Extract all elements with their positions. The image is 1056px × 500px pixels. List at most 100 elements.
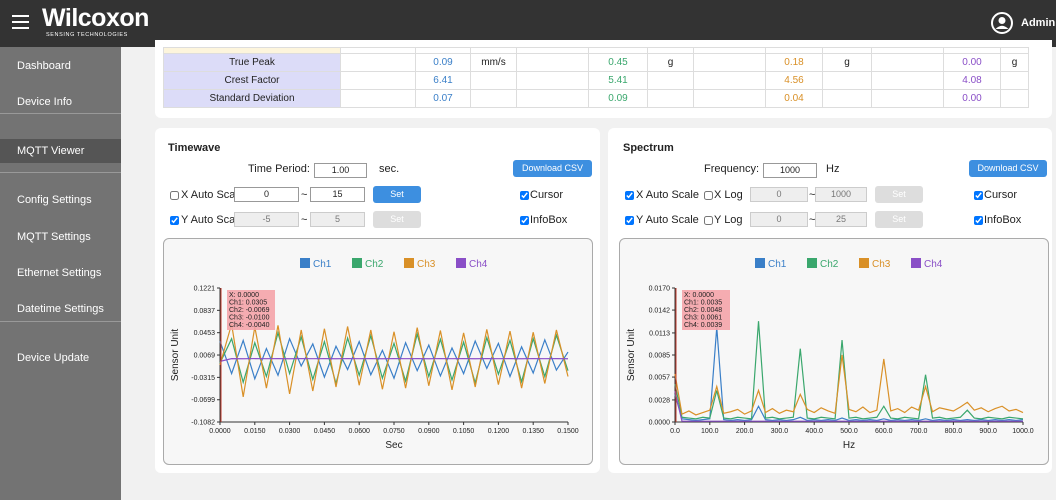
checkbox[interactable]	[974, 216, 983, 225]
label: sec.	[379, 163, 400, 175]
input[interactable]: 0	[234, 187, 299, 202]
series-line	[674, 391, 1023, 422]
table-cell	[516, 89, 589, 108]
checkbox[interactable]	[704, 191, 713, 200]
legend-label[interactable]: Ch1	[313, 259, 332, 270]
checkbox[interactable]	[974, 191, 983, 200]
set-button[interactable]: Set	[373, 211, 421, 228]
legend-swatch[interactable]	[352, 258, 362, 268]
menu-icon[interactable]	[12, 15, 29, 29]
x-tick-label: 200.0	[736, 428, 754, 435]
input[interactable]: 1000	[763, 163, 817, 178]
series-line	[219, 336, 569, 381]
legend-label[interactable]: Ch3	[417, 259, 436, 270]
x-tick-label: 900.0	[979, 428, 997, 435]
nav-separator	[0, 113, 121, 114]
label: ~	[301, 189, 308, 201]
input[interactable]: -5	[234, 212, 299, 227]
legend-label[interactable]: Ch2	[820, 259, 839, 270]
input[interactable]: 25	[815, 212, 867, 227]
input[interactable]: 1.00	[314, 163, 367, 178]
table-cell: 4.56	[765, 71, 823, 90]
table-cell	[470, 71, 517, 90]
table-cell: g	[1000, 53, 1029, 72]
input[interactable]: 15	[310, 187, 365, 202]
legend-swatch[interactable]	[300, 258, 310, 268]
info-text: X: 0.0000	[684, 292, 714, 299]
series-line	[674, 327, 1024, 422]
nav-item[interactable]: Config Settings	[17, 194, 92, 206]
input[interactable]: 0	[750, 212, 808, 227]
x-tick-label: 0.0300	[279, 428, 301, 435]
checkbox[interactable]	[520, 216, 529, 225]
nav-item[interactable]: Ethernet Settings	[17, 267, 102, 279]
checkbox[interactable]	[704, 216, 713, 225]
set-button[interactable]: Set	[373, 186, 421, 203]
nav-item[interactable]: Dashboard	[17, 60, 71, 72]
legend-swatch[interactable]	[911, 258, 921, 268]
y-tick-label: 0.0453	[194, 330, 216, 337]
x-axis-label: Sec	[385, 440, 402, 451]
tagline: SENSING TECHNOLOGIES	[46, 32, 128, 38]
legend-swatch[interactable]	[755, 258, 765, 268]
table-cell: 5.41	[588, 71, 648, 90]
set-button[interactable]: Set	[875, 211, 923, 228]
user-name[interactable]: Admin	[1021, 17, 1056, 29]
checkbox[interactable]	[170, 216, 179, 225]
checkbox[interactable]	[625, 191, 634, 200]
table-cell: 0.00	[943, 53, 1001, 72]
label: Frequency:	[704, 163, 760, 175]
download-button[interactable]: Download CSV	[513, 160, 592, 177]
nav-item[interactable]: Device Info	[17, 96, 73, 108]
table-cell	[693, 71, 766, 90]
legend-label[interactable]: Ch4	[469, 259, 488, 270]
legend-label[interactable]: Ch1	[768, 259, 787, 270]
row-header: True Peak	[163, 53, 341, 72]
legend-swatch[interactable]	[859, 258, 869, 268]
table-cell: 0.09	[415, 53, 471, 72]
table-cell	[470, 89, 517, 108]
nav-item[interactable]: MQTT Viewer	[0, 139, 121, 163]
input[interactable]: 0	[750, 187, 808, 202]
checkbox[interactable]	[520, 191, 529, 200]
spectrum-card: Spectrum Frequency: 1000 Hz Download CSV…	[608, 128, 1052, 473]
series-line	[219, 357, 569, 362]
set-button[interactable]: Set	[875, 186, 923, 203]
checkbox[interactable]	[625, 216, 634, 225]
label: X Auto Scale	[181, 189, 244, 201]
x-tick-label: 0.0150	[244, 428, 266, 435]
legend-label[interactable]: Ch4	[924, 259, 943, 270]
nav-item[interactable]: Datetime Settings	[17, 303, 104, 315]
table-cell	[822, 89, 872, 108]
x-tick-label: 0.0600	[348, 428, 370, 435]
legend-label[interactable]: Ch3	[872, 259, 891, 270]
legend-swatch[interactable]	[456, 258, 466, 268]
info-box	[227, 290, 275, 330]
table-cell	[516, 71, 589, 90]
download-button[interactable]: Download CSV	[969, 160, 1047, 177]
info-text: Ch1: 0.0035	[684, 300, 722, 307]
table-cell	[340, 89, 416, 108]
x-tick-label: 700.0	[910, 428, 928, 435]
checkbox[interactable]	[170, 191, 179, 200]
x-tick-label: 0.0750	[383, 428, 405, 435]
table-cell	[516, 53, 589, 72]
info-text: Ch2: -0.0069	[229, 307, 270, 314]
user-icon[interactable]	[991, 12, 1013, 34]
input[interactable]: 5	[310, 212, 365, 227]
legend-swatch[interactable]	[807, 258, 817, 268]
info-text: Ch4: 0.0039	[684, 322, 722, 329]
legend-label[interactable]: Ch2	[365, 259, 384, 270]
stats-card: True Peak 0.09 mm/s 0.45 g 0.18 g 0.00 g Crest Fa…	[155, 40, 1052, 118]
y-tick-label: 0.0000	[649, 420, 671, 427]
nav-item[interactable]: MQTT Settings	[17, 231, 91, 243]
table-cell: mm/s	[470, 53, 517, 72]
input[interactable]: 1000	[815, 187, 867, 202]
label: ~	[809, 189, 816, 201]
label: Y Auto Scale	[636, 214, 699, 226]
nav-item[interactable]: Device Update	[17, 352, 90, 364]
label: Y Log	[714, 214, 743, 226]
x-tick-label: 0.1200	[488, 428, 510, 435]
table-cell	[871, 71, 944, 90]
legend-swatch[interactable]	[404, 258, 414, 268]
